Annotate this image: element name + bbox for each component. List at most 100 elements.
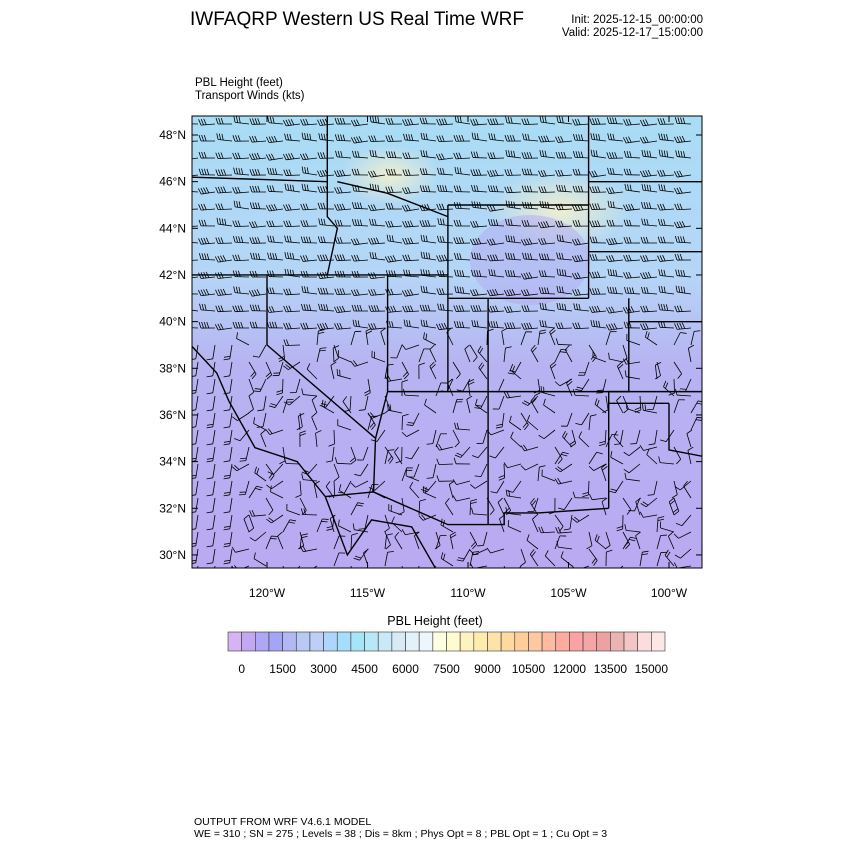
wind-barb [198, 219, 216, 227]
wind-barb [384, 449, 395, 465]
wind-barb [556, 302, 573, 312]
wind-barb [265, 204, 284, 212]
wind-barb [306, 363, 318, 380]
wind-barb [537, 329, 547, 346]
state-border [266, 274, 377, 492]
wind-barb [199, 303, 216, 312]
wind-barb [440, 518, 454, 533]
wind-barb [588, 170, 607, 178]
wind-barb [215, 272, 233, 279]
wind-barb [589, 493, 607, 501]
wind-barb [640, 169, 658, 178]
wind-barb [316, 518, 329, 533]
wind-barb [623, 446, 641, 457]
wind-barb [192, 531, 199, 547]
wind-barb [486, 238, 505, 246]
wind-barb [249, 152, 267, 160]
wind-barb [608, 352, 624, 363]
wind-barb [505, 269, 522, 278]
wind-barb [233, 200, 250, 210]
colorbar-swatch [596, 631, 611, 652]
wind-barb [628, 497, 641, 512]
wind-barb [386, 320, 403, 329]
wind-barb [300, 322, 318, 330]
wind-barb [453, 135, 471, 142]
wind-barb [503, 497, 511, 516]
wind-barb [385, 288, 403, 296]
wind-barb [454, 269, 471, 278]
wind-barb [283, 305, 301, 313]
wind-barb [192, 548, 199, 564]
wind-barb [623, 168, 641, 176]
wind-barb [589, 236, 607, 244]
wind-barb [554, 451, 569, 465]
wind-barb [301, 463, 318, 475]
wind-barb [548, 497, 556, 515]
wind-barb [394, 447, 403, 465]
wind-barb [598, 429, 607, 447]
colorbar-swatch [637, 631, 652, 652]
wind-barb [282, 152, 301, 161]
wind-barb [454, 422, 471, 431]
wind-barb [334, 117, 352, 125]
wind-barb [249, 135, 267, 143]
wind-barb [588, 414, 597, 431]
wind-barb [249, 531, 267, 542]
wind-barb [529, 549, 539, 567]
wind-barb [471, 320, 488, 329]
wind-barb [607, 167, 624, 176]
wind-barb [420, 285, 437, 295]
wind-barb [265, 428, 284, 435]
wind-barb [495, 412, 505, 429]
wind-barb [257, 395, 267, 412]
wind-barb [198, 271, 216, 279]
wind-barb [541, 469, 556, 482]
wind-barb [390, 344, 403, 359]
wind-barb [223, 446, 233, 463]
valid-time: Valid: 2025-12-17_15:00:00 [561, 27, 703, 39]
wind-barb [335, 150, 352, 159]
colorbar-label: 15000 [635, 662, 669, 676]
wind-barb [606, 152, 624, 159]
wind-barb [602, 395, 609, 414]
wind-barb [250, 252, 267, 261]
wind-barb [501, 327, 508, 346]
wind-barb [503, 346, 512, 363]
wind-barb [368, 480, 386, 491]
wind-barb [539, 320, 556, 329]
wind-barb [609, 480, 624, 494]
wind-barb [435, 382, 448, 397]
wind-barb [674, 117, 692, 125]
wind-barb [206, 446, 216, 463]
wind-barb [623, 321, 641, 329]
wind-barb [590, 133, 607, 142]
wind-barb [317, 236, 335, 244]
colorbar-label: 10500 [512, 662, 546, 676]
wind-barb [668, 497, 676, 516]
wind-barb [624, 183, 641, 193]
wind-barb [555, 463, 573, 473]
wind-barb [332, 345, 340, 363]
wind-barb [623, 236, 641, 244]
wind-barb [436, 458, 454, 466]
wind-barb [471, 252, 488, 261]
colorbar-swatch [405, 631, 420, 652]
wind-barb [641, 183, 658, 193]
wind-barb [464, 344, 471, 363]
wind-barb [386, 234, 403, 244]
wind-barb [192, 480, 199, 496]
wind-barb [233, 167, 250, 176]
wind-barb [488, 320, 505, 329]
colorbar-swatch [432, 631, 447, 652]
wind-barb [401, 565, 403, 568]
wind-barb [469, 531, 478, 550]
wind-barb [470, 289, 488, 296]
wind-barb [624, 524, 641, 533]
wind-barb [367, 483, 379, 499]
colorbar-swatch [364, 631, 379, 652]
wind-barb [614, 429, 624, 446]
colorbar-swatch [241, 631, 256, 652]
wind-barb [505, 116, 522, 125]
wind-barb [538, 270, 556, 278]
wind-barb [601, 497, 608, 516]
